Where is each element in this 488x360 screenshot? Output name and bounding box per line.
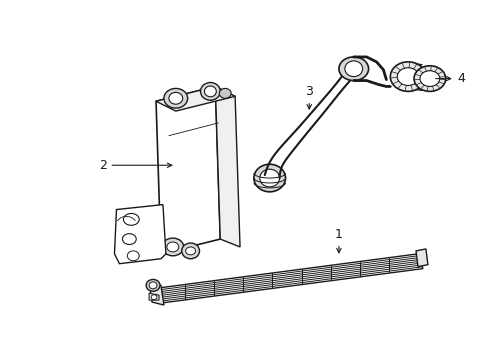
Ellipse shape — [166, 242, 179, 252]
Text: 2: 2 — [99, 159, 171, 172]
Ellipse shape — [259, 169, 279, 187]
Ellipse shape — [151, 295, 157, 300]
Polygon shape — [215, 86, 240, 247]
Ellipse shape — [338, 57, 368, 81]
Text: 1: 1 — [334, 228, 342, 253]
Ellipse shape — [185, 247, 195, 255]
Polygon shape — [149, 282, 163, 305]
Ellipse shape — [182, 243, 199, 259]
Ellipse shape — [396, 68, 418, 85]
Polygon shape — [156, 86, 220, 254]
Text: 4: 4 — [435, 72, 465, 85]
Polygon shape — [149, 293, 159, 300]
Ellipse shape — [253, 164, 285, 192]
Polygon shape — [114, 204, 165, 264]
Ellipse shape — [122, 234, 136, 244]
Ellipse shape — [219, 89, 231, 98]
Ellipse shape — [123, 213, 139, 225]
Ellipse shape — [413, 66, 445, 91]
Text: 3: 3 — [305, 85, 312, 109]
Ellipse shape — [127, 251, 139, 261]
Ellipse shape — [389, 62, 425, 91]
Ellipse shape — [200, 82, 220, 100]
Ellipse shape — [163, 89, 187, 108]
Ellipse shape — [204, 86, 216, 97]
Polygon shape — [156, 254, 422, 303]
Ellipse shape — [146, 279, 160, 291]
Ellipse shape — [419, 71, 439, 86]
Ellipse shape — [162, 238, 183, 256]
Ellipse shape — [344, 61, 362, 77]
Polygon shape — [156, 86, 235, 111]
Polygon shape — [415, 249, 427, 267]
Ellipse shape — [149, 282, 157, 289]
Ellipse shape — [168, 93, 183, 104]
